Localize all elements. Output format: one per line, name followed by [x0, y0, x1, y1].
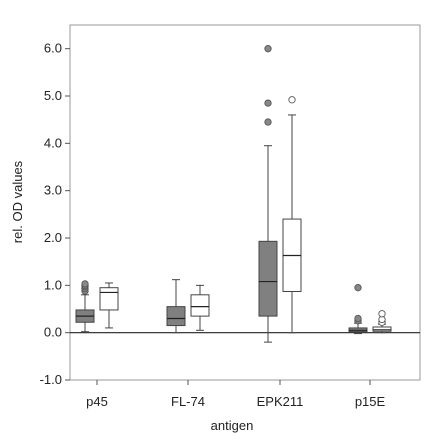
outlier-point — [288, 96, 296, 104]
y-tick-label: 6.0 — [44, 41, 62, 56]
box-white-p15E — [372, 310, 392, 334]
box-white-FL-74 — [190, 284, 210, 331]
box-white-p45 — [99, 282, 119, 329]
y-tick-label: -1.0 — [40, 372, 62, 387]
box-grey-EPK211 — [258, 45, 278, 343]
outlier-point — [264, 99, 272, 107]
x-tick-label: EPK211 — [257, 394, 304, 409]
outlier-point — [81, 280, 89, 288]
outlier-point — [264, 118, 272, 126]
outlier-point — [354, 314, 362, 323]
box-grey-p15E — [348, 284, 368, 335]
box-grey-p45 — [75, 280, 95, 333]
box-iqr — [190, 294, 210, 317]
x-axis-title: antigen — [211, 418, 254, 433]
y-tick-label: 1.0 — [44, 277, 62, 292]
outlier-point — [378, 310, 386, 318]
y-tick-label: 2.0 — [44, 230, 62, 245]
box-iqr — [99, 287, 119, 311]
y-axis-title: rel. OD values — [10, 160, 25, 243]
box-iqr — [258, 240, 278, 317]
y-tick-label: 3.0 — [44, 183, 62, 198]
box-white-EPK211 — [282, 96, 302, 334]
y-tick-label: 5.0 — [44, 88, 62, 103]
box-iqr — [166, 306, 186, 327]
outlier-point — [354, 284, 362, 292]
x-tick-label: p45 — [86, 394, 108, 409]
x-tick-label: FL-74 — [171, 394, 205, 409]
x-tick-label: p15E — [355, 394, 386, 409]
box-grey-FL-74 — [166, 279, 186, 334]
y-tick-label: 4.0 — [44, 135, 62, 150]
y-tick-label: 0.0 — [44, 325, 62, 340]
plot-frame — [69, 24, 421, 381]
outlier-point — [264, 45, 272, 53]
box-iqr — [372, 326, 392, 332]
